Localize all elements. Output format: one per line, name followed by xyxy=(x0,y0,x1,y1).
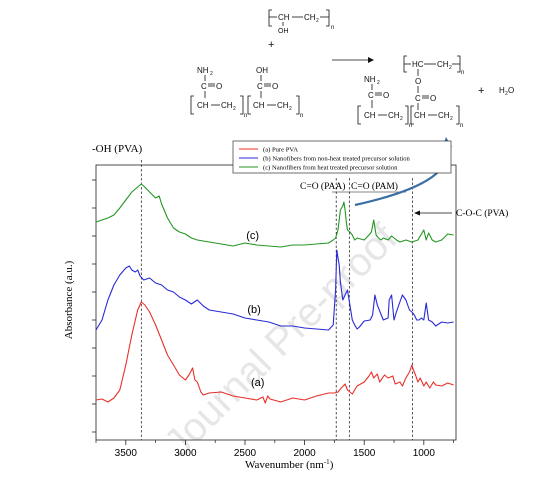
svg-text:C: C xyxy=(415,94,421,103)
legend: (a) Pure PVA (b) Nanofibers from non-heat… xyxy=(232,140,452,174)
svg-text:O: O xyxy=(383,91,389,100)
y-ticks xyxy=(92,179,96,433)
svg-text:HC: HC xyxy=(412,60,424,69)
svg-text:2: 2 xyxy=(289,106,292,112)
svg-text:H: H xyxy=(499,86,505,95)
svg-text:O: O xyxy=(272,82,278,91)
svg-text:CH: CH xyxy=(197,101,209,110)
series-label-b: (b) xyxy=(247,304,260,316)
svg-text:2: 2 xyxy=(450,116,453,122)
svg-text:O: O xyxy=(508,86,514,95)
pva-ch2: CH xyxy=(304,13,316,22)
svg-text:n: n xyxy=(300,113,303,119)
reaction-scheme: CH CH 2 OH n + NH 2 C O CH CH 2 n OH xyxy=(190,9,514,129)
pva-n: n xyxy=(331,25,334,31)
product-structure: HC CH 2 n O C O NH 2 C O CH CH 2 xyxy=(357,55,464,129)
svg-text:CH: CH xyxy=(438,111,450,120)
annotation-co-paa: C=O (PAA) xyxy=(300,181,345,192)
svg-text:C: C xyxy=(201,82,207,91)
svg-text:n: n xyxy=(460,123,463,129)
svg-text:CH: CH xyxy=(277,101,289,110)
svg-text:n: n xyxy=(244,113,247,119)
x-tick-label: 2500 xyxy=(234,448,257,459)
svg-text:2: 2 xyxy=(377,80,380,86)
series-group xyxy=(95,183,454,404)
pac-oh: OH xyxy=(256,66,268,75)
svg-text:NH: NH xyxy=(364,75,376,84)
pva-oh: OH xyxy=(278,28,289,35)
annotation-coc-pva: C-O-C (PVA) xyxy=(456,208,508,219)
water-label: H 2 O xyxy=(499,86,514,97)
legend-entry: (b) Nanofibers from non-heat treated pre… xyxy=(263,156,411,163)
y-axis-label: Absorbance (a.u.) xyxy=(63,260,75,339)
series-line-c xyxy=(95,183,454,248)
svg-text:2: 2 xyxy=(210,71,213,77)
x-tick-label: 3500 xyxy=(115,448,138,459)
svg-text:O: O xyxy=(216,82,222,91)
pam-nh2: NH xyxy=(197,66,209,75)
svg-text:CH: CH xyxy=(364,111,376,120)
svg-text:O: O xyxy=(415,77,421,86)
scheme-plus-1: + xyxy=(268,39,274,51)
reference-lines xyxy=(140,160,413,440)
legend-entry: (a) Pure PVA xyxy=(263,147,298,154)
svg-text:n: n xyxy=(461,70,464,76)
x-tick-label: 2000 xyxy=(293,448,316,459)
svg-text:O: O xyxy=(430,94,436,103)
x-axis: 3500 3000 2500 2000 1500 1000 xyxy=(95,440,454,459)
svg-text:2: 2 xyxy=(233,106,236,112)
annotation-co-pam: C=O (PAM) xyxy=(351,181,398,192)
series-labels: (a) (b) (c) xyxy=(246,230,264,389)
x-axis-label: Wavenumber (nm-1) xyxy=(245,458,334,471)
svg-text:CH: CH xyxy=(388,111,400,120)
legend-box xyxy=(232,140,452,174)
series-line-b xyxy=(95,249,454,331)
watermark: Journal Pre-proof xyxy=(156,215,406,465)
svg-text:CH: CH xyxy=(414,111,426,120)
svg-text:2: 2 xyxy=(505,91,508,97)
legend-entry: (c) Nanofibers from heat treated precurs… xyxy=(263,165,398,172)
svg-text:C: C xyxy=(257,82,263,91)
annotation-oh-pva: -OH (PVA) xyxy=(92,143,143,155)
svg-text:CH: CH xyxy=(253,101,265,110)
svg-text:2: 2 xyxy=(400,116,403,122)
pva-structure: CH CH 2 OH n xyxy=(268,9,334,35)
pva-ch2-sub: 2 xyxy=(316,18,319,24)
svg-text:2: 2 xyxy=(449,65,452,71)
svg-text:n: n xyxy=(409,123,412,129)
series-label-c: (c) xyxy=(246,230,259,242)
svg-text:CH: CH xyxy=(437,60,449,69)
pva-ch: CH xyxy=(278,13,290,22)
svg-text:C: C xyxy=(368,91,374,100)
x-tick-label: 1500 xyxy=(353,448,376,459)
svg-text:CH: CH xyxy=(221,101,233,110)
series-line-a xyxy=(95,301,454,404)
chart: Journal Pre-proof 3500 3000 2500 2000 1500 10… xyxy=(63,137,508,471)
pam-pac-structure: NH 2 C O CH CH 2 n OH C O CH CH 2 xyxy=(190,66,303,119)
scheme-plus-2: + xyxy=(478,85,484,97)
x-tick-label: 1000 xyxy=(413,448,436,459)
series-label-a: (a) xyxy=(251,377,264,389)
x-tick-label: 3000 xyxy=(174,448,197,459)
plot-frame xyxy=(95,164,457,441)
